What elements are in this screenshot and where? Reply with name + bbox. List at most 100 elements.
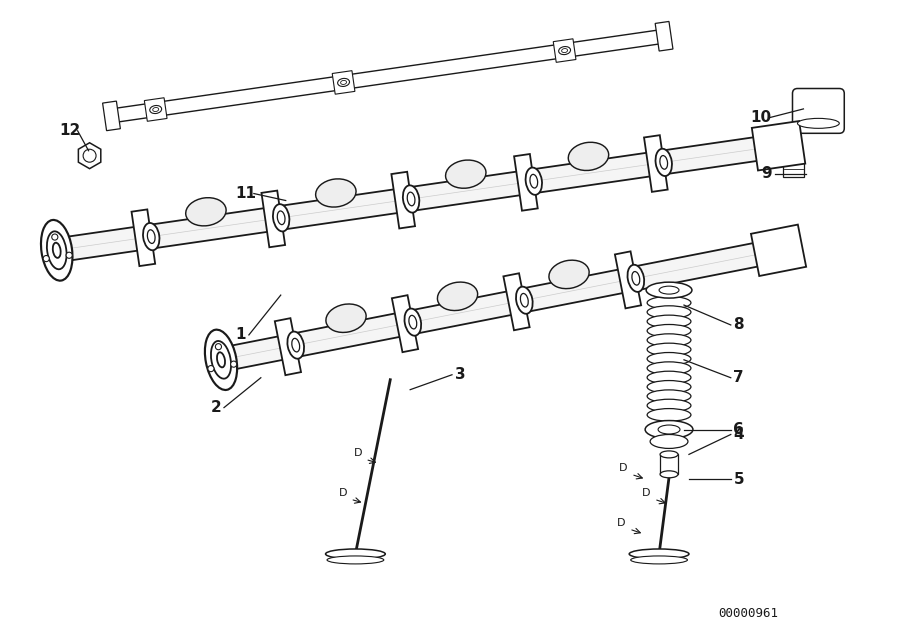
Ellipse shape	[647, 315, 691, 328]
Ellipse shape	[292, 338, 300, 352]
Text: D: D	[643, 488, 651, 498]
Ellipse shape	[647, 306, 691, 318]
Text: D: D	[619, 464, 628, 473]
Ellipse shape	[660, 451, 678, 458]
Ellipse shape	[655, 149, 672, 176]
Text: D: D	[338, 488, 347, 498]
Ellipse shape	[47, 231, 67, 269]
Text: 9: 9	[761, 166, 772, 181]
Ellipse shape	[646, 282, 692, 298]
Ellipse shape	[647, 399, 691, 412]
Ellipse shape	[211, 341, 231, 378]
Ellipse shape	[660, 156, 668, 169]
Ellipse shape	[647, 408, 691, 421]
Ellipse shape	[660, 471, 678, 478]
Polygon shape	[219, 239, 781, 371]
Polygon shape	[392, 172, 415, 229]
Ellipse shape	[650, 434, 688, 448]
Ellipse shape	[217, 352, 225, 368]
Ellipse shape	[647, 352, 691, 365]
Text: 11: 11	[236, 186, 256, 201]
Ellipse shape	[632, 272, 640, 285]
Ellipse shape	[530, 175, 537, 188]
Circle shape	[66, 252, 72, 258]
Text: 3: 3	[454, 367, 465, 382]
Text: 2: 2	[211, 400, 221, 415]
Text: 00000961: 00000961	[719, 607, 778, 620]
Ellipse shape	[516, 286, 533, 314]
Circle shape	[52, 234, 58, 240]
Text: 4: 4	[734, 427, 744, 442]
Ellipse shape	[287, 331, 304, 359]
Polygon shape	[111, 29, 665, 123]
FancyBboxPatch shape	[793, 88, 844, 133]
FancyBboxPatch shape	[782, 161, 805, 177]
Text: 12: 12	[59, 123, 80, 138]
Ellipse shape	[631, 556, 688, 564]
Ellipse shape	[647, 380, 691, 393]
Ellipse shape	[409, 316, 417, 329]
Ellipse shape	[316, 179, 356, 207]
Ellipse shape	[647, 390, 691, 403]
Polygon shape	[103, 101, 121, 131]
Polygon shape	[131, 210, 155, 266]
Circle shape	[43, 255, 50, 262]
Text: 5: 5	[734, 472, 744, 487]
Ellipse shape	[647, 371, 691, 384]
Ellipse shape	[149, 105, 162, 114]
Polygon shape	[503, 273, 529, 330]
Ellipse shape	[143, 223, 159, 250]
Text: 7: 7	[734, 370, 744, 385]
Circle shape	[230, 361, 237, 367]
Ellipse shape	[326, 549, 385, 559]
Ellipse shape	[526, 168, 542, 195]
Ellipse shape	[148, 230, 155, 243]
Text: 10: 10	[750, 110, 771, 125]
Polygon shape	[514, 154, 537, 211]
Ellipse shape	[273, 204, 290, 231]
Text: 6: 6	[734, 422, 744, 437]
Ellipse shape	[568, 142, 608, 170]
Text: D: D	[617, 518, 626, 528]
Ellipse shape	[185, 197, 226, 226]
Ellipse shape	[205, 330, 237, 390]
Ellipse shape	[153, 107, 158, 112]
Ellipse shape	[658, 425, 680, 434]
Circle shape	[83, 149, 96, 162]
Polygon shape	[55, 134, 780, 262]
Ellipse shape	[647, 343, 691, 356]
Circle shape	[215, 344, 221, 350]
Polygon shape	[751, 225, 806, 276]
Ellipse shape	[647, 324, 691, 337]
Ellipse shape	[647, 362, 691, 375]
Ellipse shape	[559, 46, 571, 55]
Text: 8: 8	[734, 318, 744, 333]
Polygon shape	[262, 190, 285, 247]
Polygon shape	[392, 295, 418, 352]
Ellipse shape	[549, 260, 590, 289]
Polygon shape	[78, 143, 101, 169]
Ellipse shape	[407, 192, 415, 206]
Polygon shape	[554, 39, 576, 62]
Polygon shape	[144, 98, 167, 121]
Bar	[660, 455, 678, 474]
Ellipse shape	[53, 243, 60, 258]
Text: 1: 1	[236, 328, 247, 342]
Ellipse shape	[645, 420, 693, 439]
Ellipse shape	[562, 48, 568, 53]
Ellipse shape	[437, 282, 478, 311]
Ellipse shape	[647, 297, 691, 309]
Polygon shape	[615, 251, 641, 309]
Ellipse shape	[326, 304, 366, 333]
Polygon shape	[274, 318, 301, 375]
Ellipse shape	[327, 556, 383, 564]
Ellipse shape	[340, 81, 346, 84]
Ellipse shape	[627, 265, 644, 292]
Polygon shape	[332, 70, 355, 94]
Ellipse shape	[797, 118, 840, 128]
Ellipse shape	[659, 286, 679, 294]
Ellipse shape	[338, 78, 349, 86]
Ellipse shape	[647, 334, 691, 347]
Polygon shape	[644, 135, 668, 192]
Text: D: D	[354, 448, 362, 458]
